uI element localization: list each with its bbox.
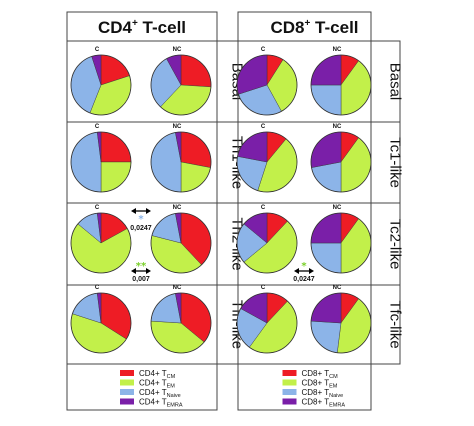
legend-label: CD8+ TNaive xyxy=(302,388,344,399)
panel-title: CD4+ T-cell xyxy=(98,18,186,37)
pie-slice-temra xyxy=(310,131,342,168)
significance-stars: * xyxy=(301,261,307,272)
condition-label: Tc1-like xyxy=(387,137,404,188)
pie-slice-tcm xyxy=(180,54,212,88)
group-label: C xyxy=(95,124,100,130)
p-value: 0,007 xyxy=(132,276,150,283)
condition-label: Basal xyxy=(387,63,404,101)
pie-outline xyxy=(70,292,132,354)
legend-swatch-tnaive xyxy=(282,389,297,395)
group-label: NC xyxy=(173,124,182,130)
legend-label: CD8+ TCM xyxy=(302,369,339,380)
group-label: NC xyxy=(333,205,342,211)
pie-slice-tcm xyxy=(100,131,132,163)
pie-outline xyxy=(70,212,132,274)
legend-swatch-temra xyxy=(120,398,134,405)
legend-swatch-tcm xyxy=(120,370,134,376)
arrow-head-right xyxy=(146,208,151,214)
condition-label: Tc2-like xyxy=(387,219,404,270)
pie-outline xyxy=(236,131,298,193)
legend-swatch-tem xyxy=(120,379,134,386)
pie-outline xyxy=(150,54,212,116)
group-label: C xyxy=(95,47,100,53)
group-label: NC xyxy=(173,205,182,211)
pie-outline xyxy=(150,131,212,193)
arrow-head-left xyxy=(131,268,136,274)
pie-slice-temra xyxy=(310,54,342,86)
p-value: 0,0247 xyxy=(293,276,315,283)
pie-slice-temra xyxy=(310,292,342,324)
p-value: 0,0247 xyxy=(130,225,152,232)
legend-label: CD4+ TCM xyxy=(139,369,176,380)
group-label: NC xyxy=(173,285,182,291)
pie-outline xyxy=(150,292,212,354)
significance-stars: * xyxy=(138,214,144,225)
pie-slice-tnaive xyxy=(310,320,342,353)
pie-outline xyxy=(70,54,132,116)
legend-label: CD8+ TEMRA xyxy=(302,398,346,409)
arrow-head-right xyxy=(309,268,314,274)
group-label: NC xyxy=(333,47,342,53)
group-label: C xyxy=(261,205,266,211)
legend-swatch-tcm xyxy=(282,370,297,376)
condition-label-column xyxy=(370,40,401,365)
significance-stars: ** xyxy=(136,261,147,272)
group-label: C xyxy=(261,47,266,53)
pie-outline xyxy=(310,131,372,193)
pie-slice-tnaive xyxy=(150,132,182,193)
group-label: C xyxy=(95,285,100,291)
group-label: C xyxy=(261,124,266,130)
group-label: NC xyxy=(333,124,342,130)
arrow-head-left xyxy=(294,268,299,274)
legend-swatch-tnaive xyxy=(120,389,134,395)
pie-slice-tnaive xyxy=(70,132,102,193)
legend-label: CD4+ TEMRA xyxy=(139,398,183,409)
pie-slice-temra xyxy=(310,212,342,244)
pie-outline xyxy=(310,292,372,354)
panel-title: CD8+ T-cell xyxy=(270,18,358,37)
group-label: NC xyxy=(333,285,342,291)
group-label: C xyxy=(261,285,266,291)
pie-outline xyxy=(310,54,372,116)
group-label: C xyxy=(95,205,100,211)
legend-swatch-tem xyxy=(282,379,297,386)
legend-label: CD4+ TEM xyxy=(139,379,175,390)
legend-label: CD4+ TNaive xyxy=(139,388,181,399)
pie-outline xyxy=(310,212,372,274)
pie-outline xyxy=(150,212,212,274)
pie-outline xyxy=(70,131,132,193)
arrow-head-right xyxy=(146,268,151,274)
pie-slice-tem xyxy=(100,161,132,193)
pie-slice-tnaive xyxy=(310,242,342,274)
arrow-head-left xyxy=(131,208,136,214)
condition-label: Tfc-like xyxy=(387,300,404,348)
legend-label: CD8+ TEM xyxy=(302,379,338,390)
group-label: NC xyxy=(173,47,182,53)
legend-swatch-temra xyxy=(282,398,297,405)
pie-outline xyxy=(236,54,298,116)
pie-slice-tnaive xyxy=(310,84,342,116)
pie-outline xyxy=(236,212,298,274)
pie-outline xyxy=(236,292,298,354)
pie-slice-tcm xyxy=(180,131,212,168)
